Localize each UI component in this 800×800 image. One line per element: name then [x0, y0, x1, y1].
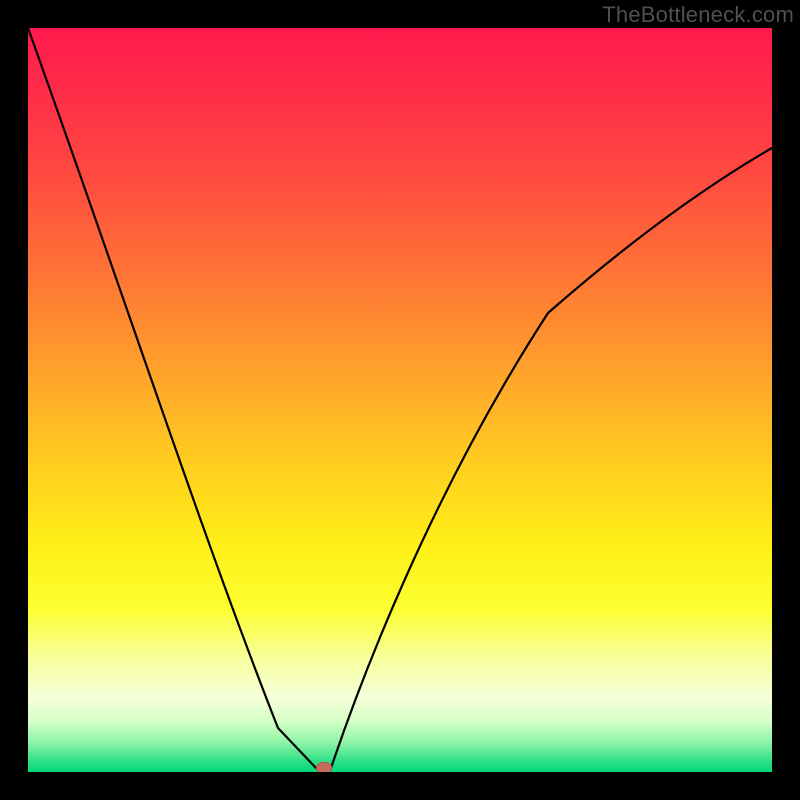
- gradient-background-rect: [28, 28, 772, 772]
- plot-area: [28, 28, 772, 772]
- gradient-and-curve-svg: [28, 28, 772, 772]
- watermark-text: TheBottleneck.com: [602, 2, 794, 28]
- valley-marker-dot: [316, 762, 332, 772]
